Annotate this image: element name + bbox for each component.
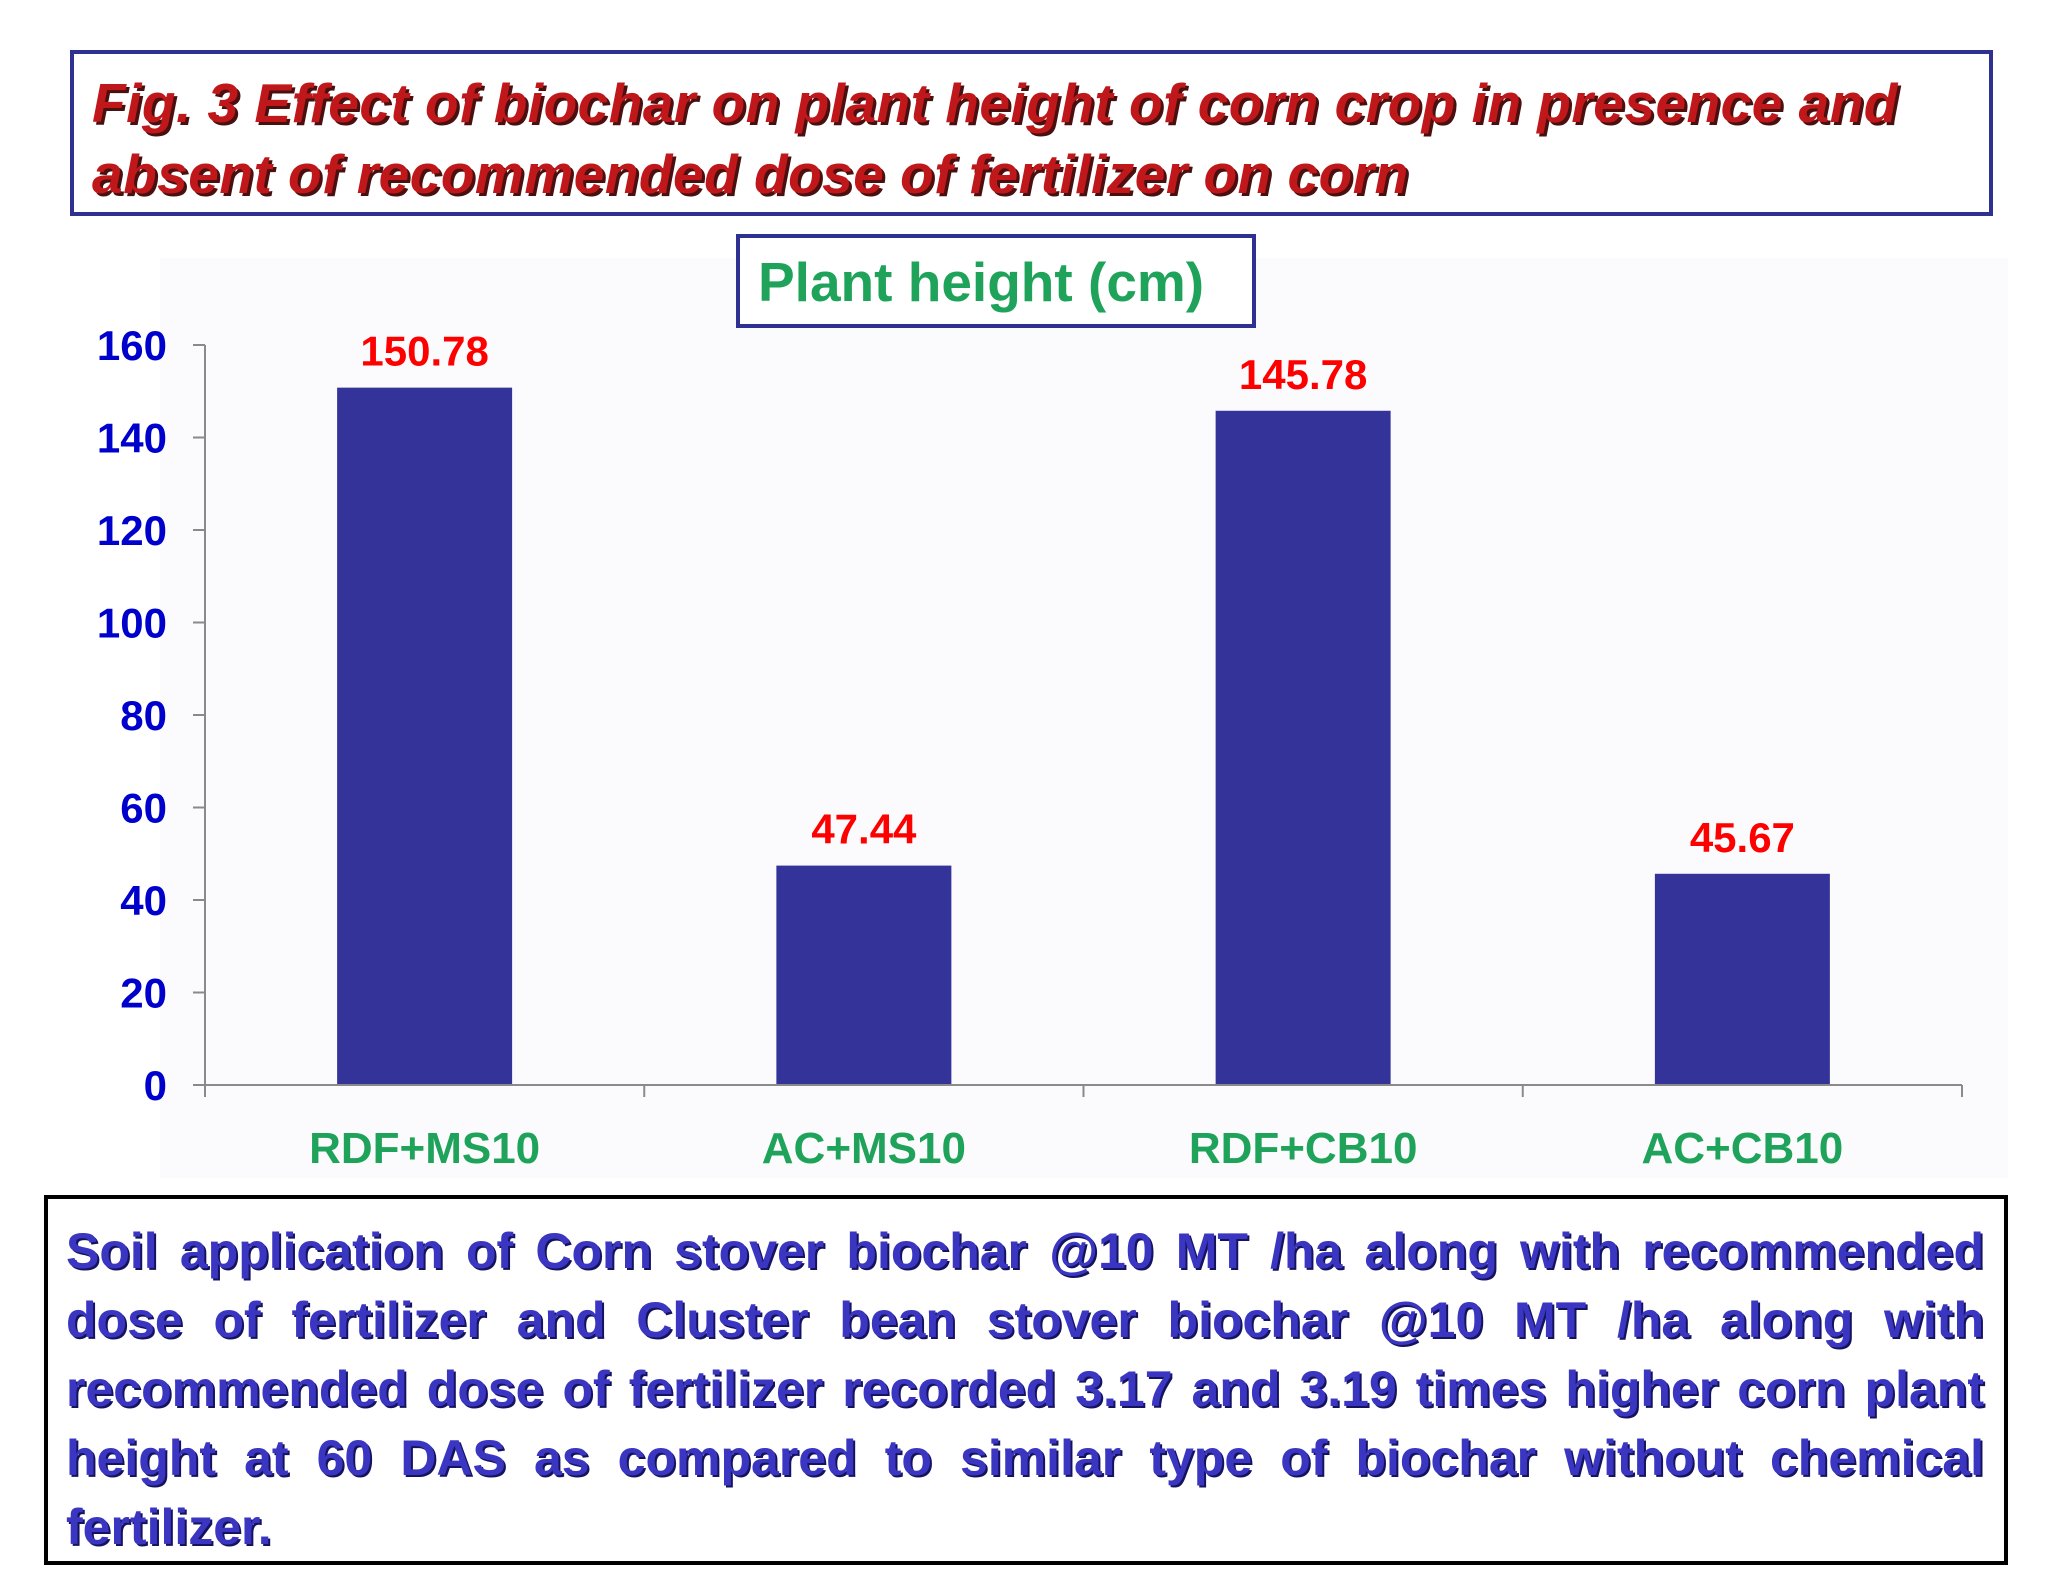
x-category-label: AC+CB10 — [1642, 1124, 1844, 1173]
data-label: 47.44 — [811, 806, 917, 853]
bar-ac-ms10 — [776, 865, 952, 1085]
bars — [337, 387, 1830, 1086]
data-label: 150.78 — [360, 328, 488, 375]
y-tick-label: 0 — [144, 1062, 167, 1109]
y-tick-label: 140 — [97, 415, 167, 462]
figure-title-box: Fig. 3 Effect of biochar on plant height… — [70, 50, 1993, 216]
figure-title: Fig. 3 Effect of biochar on plant height… — [92, 72, 1898, 205]
y-tick-label: 60 — [120, 785, 167, 832]
bar-ac-cb10 — [1654, 873, 1830, 1085]
x-category-label: RDF+CB10 — [1189, 1124, 1418, 1173]
data-label: 45.67 — [1690, 814, 1795, 861]
chart-title: Plant height (cm) — [758, 251, 1205, 313]
bar-chart: 0 20 40 60 80 100 120 140 160 150.78 47.44 145.78 4… — [97, 322, 1963, 1173]
y-tick-label: 20 — [120, 970, 167, 1017]
data-label: 145.78 — [1239, 351, 1367, 398]
y-axis-ticks: 0 20 40 60 80 100 120 140 160 — [97, 322, 1963, 1109]
y-tick-label: 120 — [97, 507, 167, 554]
y-tick-label: 40 — [120, 877, 167, 924]
x-axis-categories: RDF+MS10 AC+MS10 RDF+CB10 AC+CB10 — [309, 1124, 1843, 1173]
x-category-label: AC+MS10 — [762, 1124, 966, 1173]
data-labels: 150.78 47.44 145.78 45.67 — [360, 328, 1795, 861]
bar-rdf-ms10 — [337, 387, 513, 1086]
description-box: Soil application of Corn stover biochar … — [44, 1195, 2008, 1565]
y-tick-label: 160 — [97, 322, 167, 369]
description-text: Soil application of Corn stover biochar … — [66, 1223, 1984, 1555]
x-category-label: RDF+MS10 — [309, 1124, 540, 1173]
y-tick-label: 80 — [120, 692, 167, 739]
chart-title-box: Plant height (cm) — [736, 234, 1256, 328]
y-tick-label: 100 — [97, 600, 167, 647]
bar-rdf-cb10 — [1215, 410, 1391, 1086]
